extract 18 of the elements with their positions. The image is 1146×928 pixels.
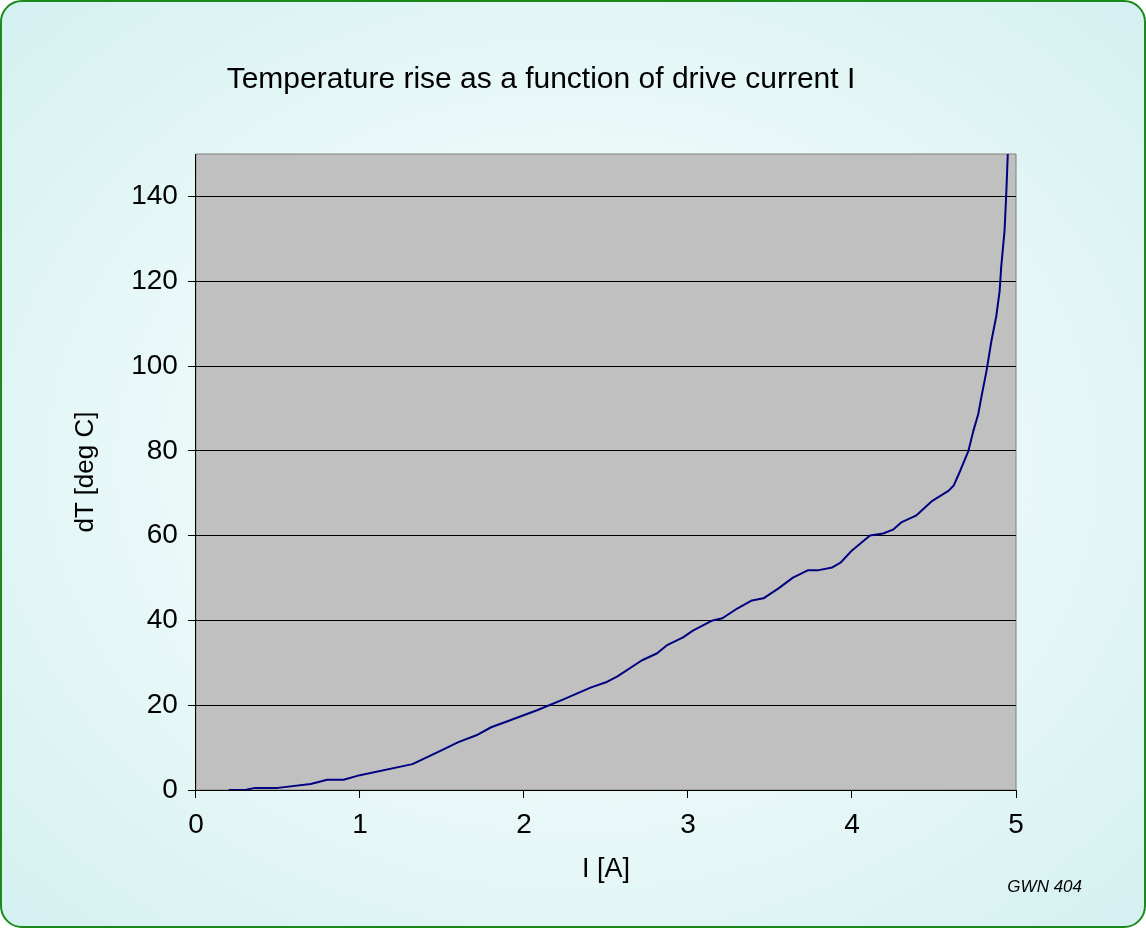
y-tick-label: 0 xyxy=(162,772,178,804)
chart-title: Temperature rise as a function of drive current I xyxy=(226,61,856,95)
y-tick-label: 20 xyxy=(146,687,178,719)
y-tick-label: 80 xyxy=(146,433,178,465)
y-tick-label: 60 xyxy=(146,518,178,550)
x-tick-label: 5 xyxy=(1008,807,1024,839)
y-axis-title: dT [deg C] xyxy=(68,411,99,533)
y-tick-label: 120 xyxy=(131,263,178,295)
x-tick-label: 1 xyxy=(352,807,368,839)
x-axis-title: I [A] xyxy=(581,853,630,884)
y-tick-label: 140 xyxy=(131,179,178,211)
x-tick-label: 4 xyxy=(844,807,860,839)
x-tick-label: 0 xyxy=(188,807,204,839)
x-tick-label: 2 xyxy=(516,807,532,839)
y-tick-label: 40 xyxy=(146,603,178,635)
text: GWN 404 xyxy=(1007,877,1082,896)
y-tick-label: 100 xyxy=(131,348,178,380)
x-tick-label: 3 xyxy=(680,807,696,839)
